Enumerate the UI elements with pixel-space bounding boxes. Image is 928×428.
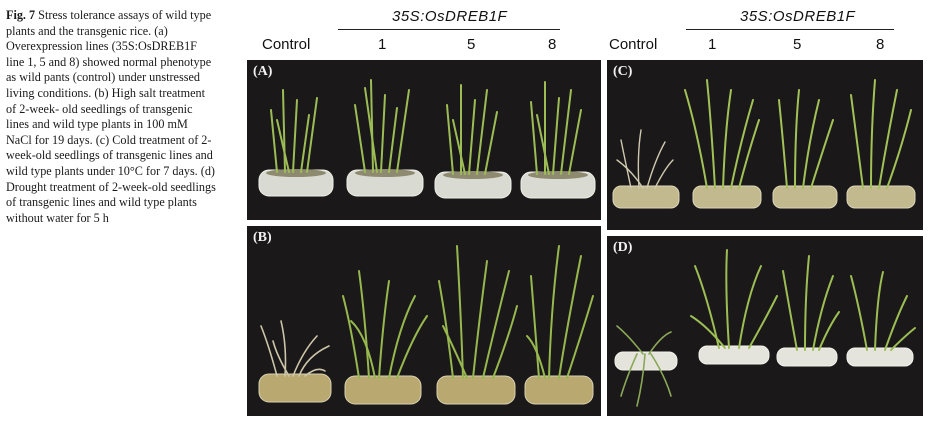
caption-line: treatment of 2-week-old [6, 132, 212, 163]
left-label-control: Control [262, 36, 311, 53]
right-construct-label: 35S:OsDREB1F [740, 8, 856, 25]
caption-line: seedlings of transgenic lines and [54, 148, 213, 163]
caption-line: Stress tolerance assays [38, 8, 150, 22]
photo-panel-c: (C) [607, 60, 923, 230]
left-label-line-8: 8 [548, 36, 557, 53]
right-construct-underline [686, 29, 894, 30]
photo-panel-d: (D) [607, 236, 923, 416]
caption-line: and wild type plants in 100 mM [32, 117, 188, 132]
photo-panel-b: (B) [247, 226, 601, 416]
rice-seedlings-photo-a [258, 79, 596, 199]
caption-line: 2-week-old seedlings of [6, 179, 216, 210]
left-label-line-1: 1 [378, 36, 387, 53]
photo-panel-a: (A) [247, 60, 601, 220]
left-label-line-5: 5 [467, 36, 476, 53]
caption-line: wild type plants under 10°C for [6, 163, 161, 178]
petri-dish [258, 169, 596, 199]
panel-label-b: (B) [253, 230, 272, 245]
left-construct-label: 35S:OsDREB1F [392, 8, 508, 25]
caption-line: 7 days. (d) Drought treatment of [6, 163, 215, 194]
caption-line: of wild type plants and the [6, 8, 212, 38]
right-label-control: Control [609, 36, 658, 53]
left-construct-underline [338, 29, 560, 30]
caption-line: old seedlings of transgenic lines [6, 101, 193, 132]
right-label-line-5: 5 [793, 36, 802, 53]
caption-line: plants without water for 5 h [6, 195, 197, 225]
caption-line: (35S:OsDREB1F line 1, 5 and [6, 39, 197, 69]
caption-label: Fig. 7 [6, 8, 36, 22]
right-label-line-1: 1 [708, 36, 717, 53]
caption-line: wild pants (control) under [19, 70, 147, 85]
panel-label-a: (A) [253, 64, 273, 79]
panel-label-c: (C) [613, 64, 633, 79]
caption-line: High salt treatment of 2-week- [6, 85, 206, 116]
caption-line: Overexpression lines [6, 39, 109, 54]
caption-line: unstressed living conditions. (b) [6, 70, 200, 100]
caption-line: transgenic rice. (a) [76, 23, 168, 38]
rice-seedlings-photo-d [614, 249, 916, 407]
panel-label-d: (D) [613, 240, 633, 255]
caption-line: 8) showed normal phenotype as [6, 54, 212, 85]
right-label-line-8: 8 [876, 36, 885, 53]
rice-seedlings-photo-b [258, 245, 594, 405]
rice-seedlings-photo-c [612, 79, 916, 209]
caption-line: NaCl for 19 days. (c) Cold [6, 132, 136, 147]
figure-caption: Fig. 7 Stress tolerance assays of wild t… [6, 8, 216, 226]
caption-line: transgenic lines and wild type [19, 195, 165, 210]
